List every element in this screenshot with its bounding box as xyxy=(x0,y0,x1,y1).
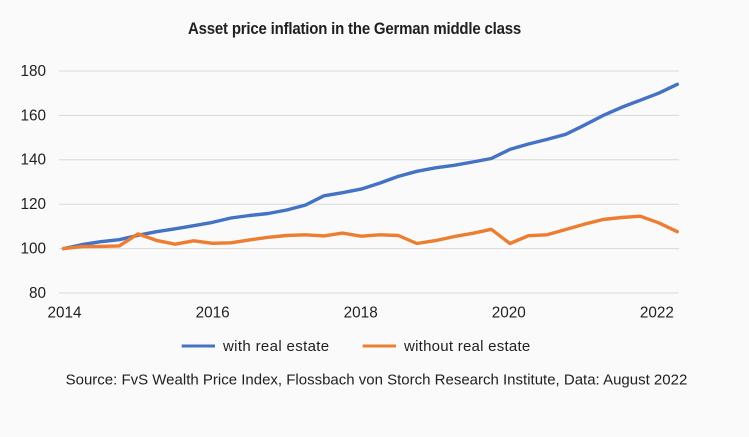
svg-text:2016: 2016 xyxy=(196,305,230,322)
svg-text:Asset price inflation in the G: Asset price inflation in the German midd… xyxy=(188,20,521,38)
svg-text:120: 120 xyxy=(20,196,46,213)
svg-text:140: 140 xyxy=(20,152,46,169)
svg-text:2018: 2018 xyxy=(344,305,378,322)
svg-text:80: 80 xyxy=(29,285,46,302)
svg-text:160: 160 xyxy=(20,107,46,124)
svg-text:with real estate: with real estate xyxy=(222,338,329,355)
svg-text:2014: 2014 xyxy=(47,305,82,322)
svg-text:180: 180 xyxy=(20,63,46,80)
svg-text:Source: FvS Wealth Price Index: Source: FvS Wealth Price Index, Flossbac… xyxy=(66,372,688,389)
svg-text:2020: 2020 xyxy=(492,305,526,322)
svg-text:100: 100 xyxy=(20,241,46,258)
svg-text:2022: 2022 xyxy=(640,305,674,322)
svg-text:without real estate: without real estate xyxy=(403,338,531,355)
